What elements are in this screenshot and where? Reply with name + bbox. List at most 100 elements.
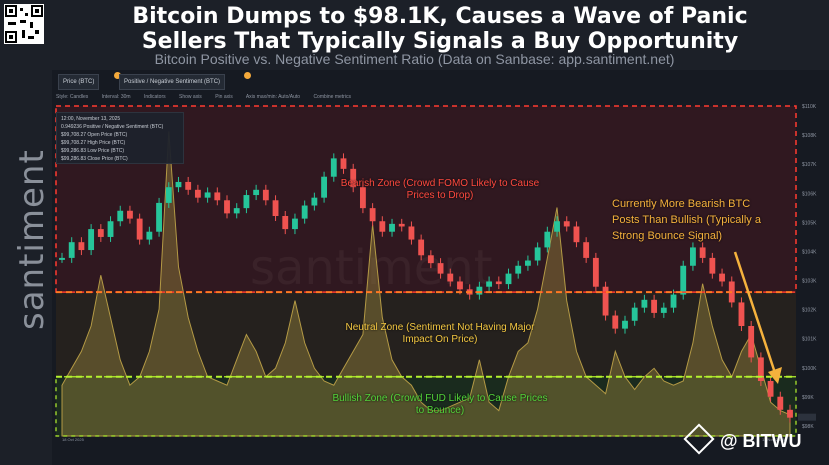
candle xyxy=(641,299,648,308)
candle xyxy=(524,260,531,266)
candle xyxy=(165,187,172,203)
candle xyxy=(748,326,755,358)
toolbar-axis-range[interactable]: Axis max/min: Auto/Auto xyxy=(245,94,301,100)
footer-brand: @ BITWU xyxy=(683,423,802,455)
candle xyxy=(709,257,716,274)
candle xyxy=(447,273,454,282)
candle xyxy=(738,302,745,326)
legend-row: $99,708.27 High Price (BTC) xyxy=(61,140,126,146)
candle xyxy=(301,205,308,219)
candle xyxy=(59,257,65,260)
y-axis-tick: $104K xyxy=(802,249,817,255)
candle xyxy=(544,231,551,248)
candle xyxy=(660,307,667,313)
annotation-arrow-line xyxy=(733,251,778,377)
candle xyxy=(379,221,386,232)
toolbar-interval[interactable]: Interval: 30m xyxy=(101,94,131,100)
candle xyxy=(369,208,376,222)
candle xyxy=(233,208,240,214)
toolbar-style[interactable]: Style: Candles xyxy=(56,94,89,100)
candle xyxy=(88,229,95,251)
candle xyxy=(651,299,658,313)
candle xyxy=(330,158,337,177)
candle xyxy=(185,181,192,190)
candle xyxy=(631,307,638,321)
candle xyxy=(107,221,114,237)
candle xyxy=(398,223,405,227)
candle xyxy=(214,192,221,201)
candle xyxy=(243,195,250,209)
candle xyxy=(515,265,522,274)
tab-sentiment[interactable]: Positive / Negative Sentiment (BTC) xyxy=(119,74,226,90)
candle xyxy=(204,192,211,198)
y-axis-tick: $101K xyxy=(802,337,817,343)
tab-price[interactable]: Price (BTC) xyxy=(58,74,100,90)
candle xyxy=(437,263,444,274)
y-axis-tick: $103K xyxy=(802,279,817,285)
candle xyxy=(670,294,677,308)
candle xyxy=(495,281,502,285)
candle xyxy=(262,189,269,201)
candle xyxy=(321,176,328,198)
candle xyxy=(127,210,133,219)
candle xyxy=(622,320,628,329)
candle xyxy=(146,231,153,240)
candle xyxy=(612,315,619,329)
price-marker xyxy=(798,413,816,421)
bullish-zone-label: Bullish Zone (Crowd FUD Likely to Cause … xyxy=(332,393,548,416)
y-axis-tick: $100K xyxy=(802,366,817,372)
candle xyxy=(97,229,104,237)
toolbar-show-axis[interactable]: Show axis xyxy=(179,94,202,100)
candle xyxy=(359,187,366,209)
candle xyxy=(136,218,143,240)
toolbar-combine[interactable]: Combine metrics xyxy=(313,94,351,100)
candle xyxy=(486,281,493,287)
candle xyxy=(476,286,483,295)
y-axis-tick: $98K xyxy=(802,424,814,430)
footer-brand-text: @ BITWU xyxy=(720,431,802,451)
qr-code xyxy=(4,4,44,44)
legend-row: $99,286.83 Low Price (BTC) xyxy=(61,148,125,154)
bounce-annotation: Currently More Bearish BTC Posts Than Bu… xyxy=(612,198,761,242)
y-axis-tick: $102K xyxy=(802,308,817,314)
candle xyxy=(418,239,425,256)
y-axis-tick: $110K xyxy=(802,104,817,110)
toolbar-pin-axis[interactable]: Pin axis xyxy=(215,94,233,100)
candle xyxy=(156,202,162,232)
candle xyxy=(505,273,512,285)
candle xyxy=(592,257,599,287)
diamond-icon xyxy=(683,423,715,455)
y-axis-tick: $99K xyxy=(802,395,814,401)
candle xyxy=(340,158,347,169)
y-axis-tick: $105K xyxy=(802,220,817,226)
watermark: santiment xyxy=(250,240,493,296)
candle xyxy=(253,189,260,196)
candle xyxy=(583,242,590,258)
page-title: Bitcoin Dumps to $98.1K, Causes a Wave o… xyxy=(132,4,748,54)
candle xyxy=(224,200,230,214)
bullish-zone-border xyxy=(55,376,797,437)
chart-legend: 12:00, November 13, 2025 0.949236 Positi… xyxy=(56,112,184,164)
candle xyxy=(554,221,560,232)
candle xyxy=(311,197,318,206)
candle xyxy=(563,221,570,227)
candle xyxy=(534,247,541,261)
candle xyxy=(68,242,75,258)
y-axis-tick: $107K xyxy=(802,162,817,168)
candle xyxy=(272,200,279,216)
tab-dot-price xyxy=(114,72,121,79)
legend-row: $99,708.27 Open Price (BTC) xyxy=(61,132,128,138)
candle xyxy=(175,181,182,188)
candle xyxy=(777,396,784,410)
candle xyxy=(680,265,687,295)
toolbar-indicators[interactable]: Indicators xyxy=(143,94,166,100)
candle xyxy=(690,247,696,266)
candle xyxy=(602,286,609,316)
candle xyxy=(457,281,463,290)
candle xyxy=(78,242,85,251)
candle xyxy=(408,226,415,240)
x-axis-tick: 18 Oct 2025 xyxy=(62,437,85,442)
candle xyxy=(757,357,764,381)
candle xyxy=(389,223,395,232)
candle xyxy=(573,226,580,243)
